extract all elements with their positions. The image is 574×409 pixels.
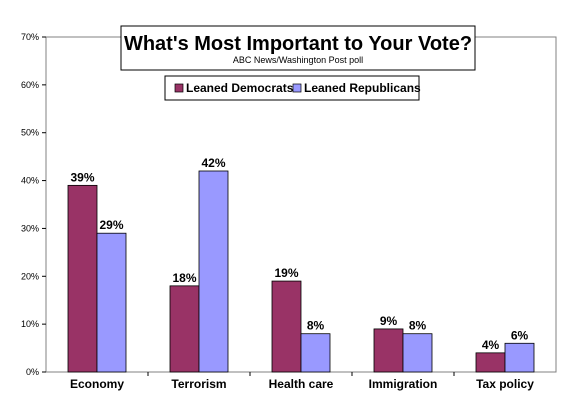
legend-swatch-democrats	[174, 83, 184, 93]
bar-republicans-economy	[96, 232, 127, 373]
y-tick-label: 40%	[21, 176, 39, 186]
x-category-label: Economy	[70, 377, 124, 391]
y-tick-label: 60%	[21, 80, 39, 90]
x-category-label: Terrorism	[171, 377, 226, 391]
data-label: 6%	[511, 328, 529, 342]
y-tick-label: 0%	[26, 367, 39, 377]
bar-republicans-terrorism	[198, 170, 229, 373]
x-category-label: Health care	[269, 377, 334, 391]
data-label: 18%	[172, 271, 196, 285]
bar-republicans-health-care	[300, 333, 331, 373]
data-label: 42%	[201, 156, 225, 170]
bar-republicans-immigration	[402, 333, 433, 373]
bar-democrats-terrorism	[169, 285, 200, 373]
data-label: 19%	[274, 266, 298, 280]
y-tick-label: 30%	[21, 223, 39, 233]
plot-area: 0% 10% 20% 30% 40% 50% 60% 70% 39% 29% Economy 18% 4…	[21, 32, 557, 391]
chart-subtitle: ABC News/Washington Post poll	[233, 55, 363, 65]
bar-democrats-immigration	[373, 328, 404, 373]
bar-democrats-health-care	[271, 280, 302, 373]
y-tick-label: 10%	[21, 319, 39, 329]
x-category-label: Tax policy	[476, 377, 534, 391]
bar-democrats-economy	[67, 184, 98, 373]
chart-title: What's Most Important to Your Vote?	[124, 33, 472, 55]
legend-label-democrats: Leaned Democrats	[186, 81, 294, 95]
legend-swatch-republicans	[292, 83, 302, 93]
data-label: 29%	[99, 218, 123, 232]
title-box: What's Most Important to Your Vote? ABC …	[120, 25, 476, 71]
title-box-frame	[120, 25, 476, 71]
data-label: 4%	[482, 338, 500, 352]
y-tick-label: 50%	[21, 128, 39, 138]
legend: Leaned Democrats Leaned Republicans	[164, 75, 421, 101]
bar-democrats-tax-policy	[475, 352, 506, 373]
data-label: 8%	[409, 319, 427, 333]
y-tick-label: 70%	[21, 32, 39, 42]
data-label: 9%	[380, 314, 398, 328]
y-tick-label: 20%	[21, 271, 39, 281]
data-label: 39%	[70, 170, 94, 184]
data-label: 8%	[307, 319, 325, 333]
legend-label-republicans: Leaned Republicans	[304, 81, 421, 95]
bar-republicans-tax-policy	[504, 342, 535, 373]
x-category-label: Immigration	[369, 377, 438, 391]
legend-frame	[164, 75, 420, 101]
